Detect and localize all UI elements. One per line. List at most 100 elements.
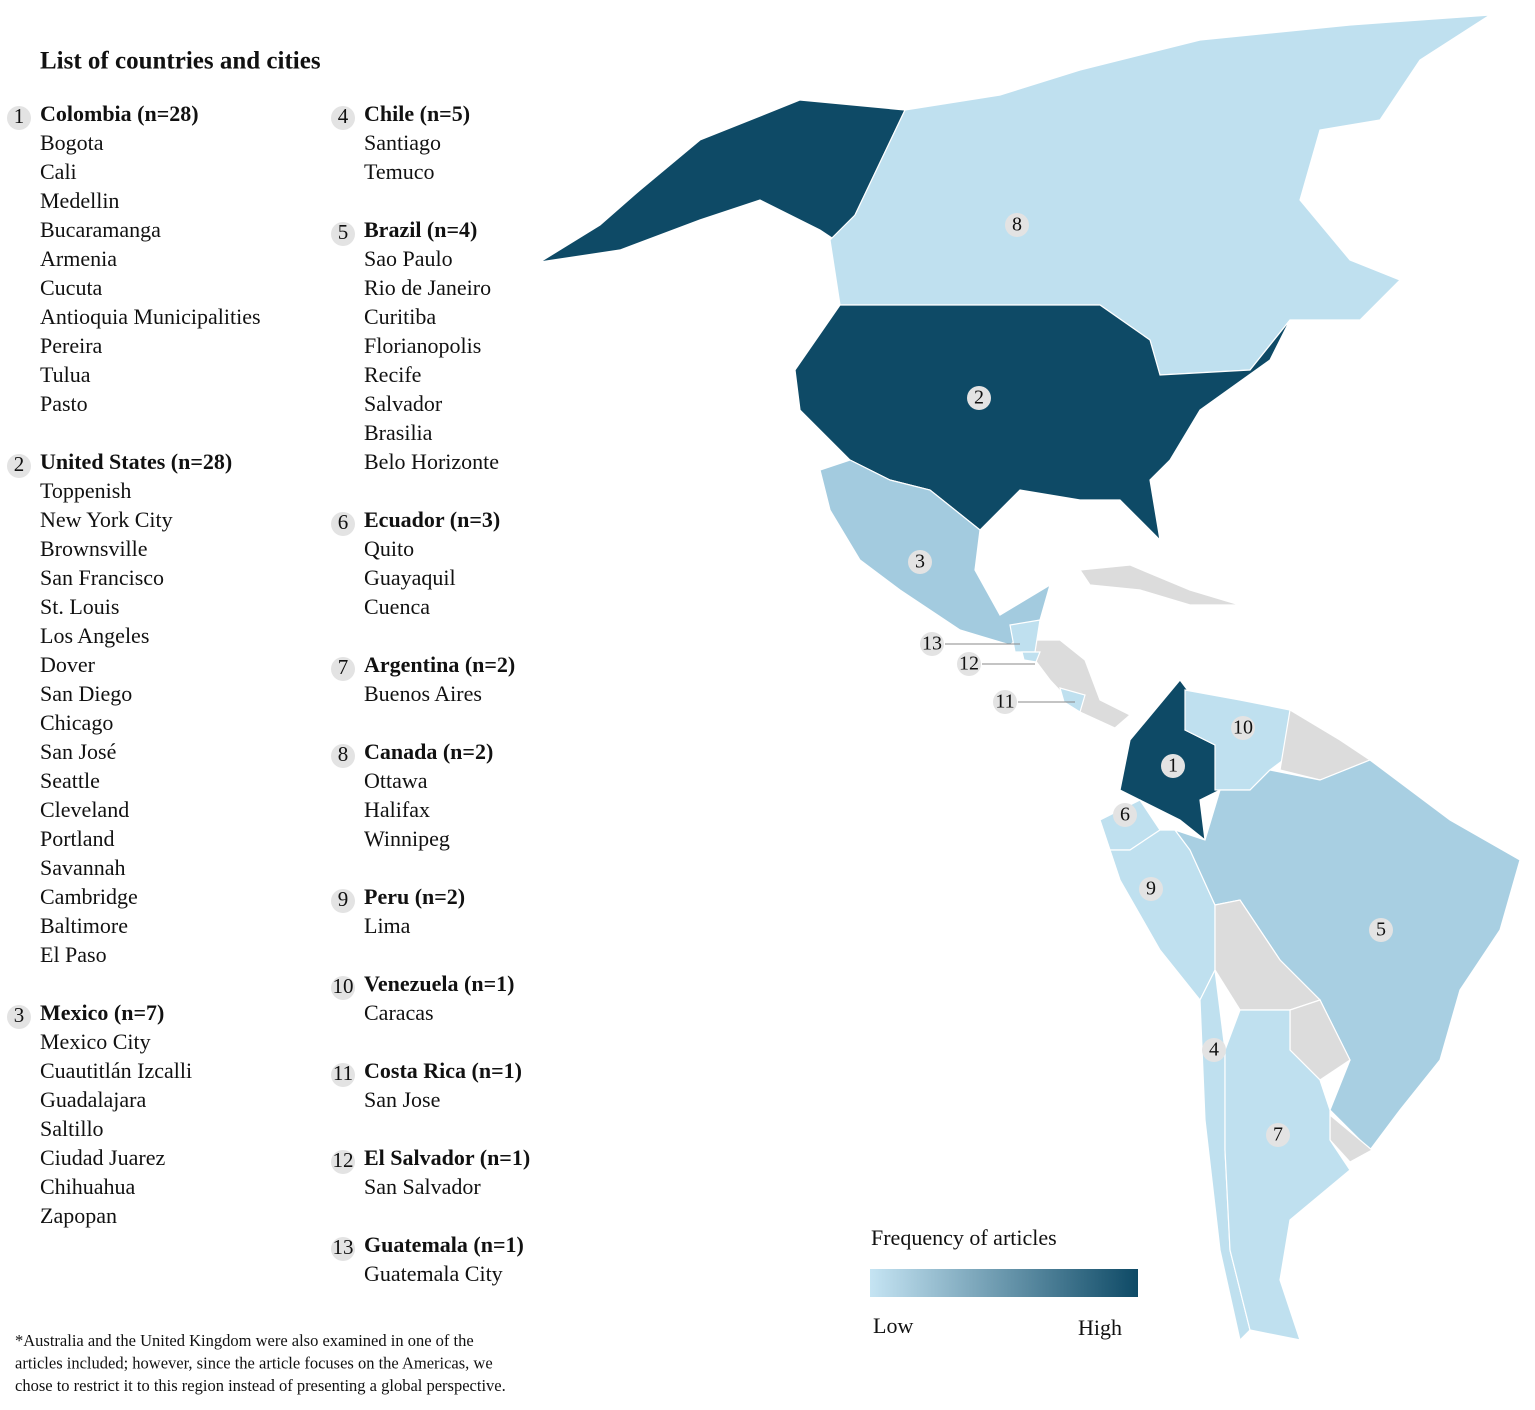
country-heading: Colombia (n=28) [40,101,199,126]
country-number: 13 [333,1235,354,1259]
city: Bucaramanga [40,217,161,242]
number-badge [7,1005,31,1029]
city: Pereira [40,333,103,358]
marker-number: 3 [915,551,925,573]
city: Ottawa [364,768,428,793]
country-number: 5 [338,220,349,244]
city: Caracas [364,1000,434,1025]
city: Guatemala City [364,1261,503,1286]
city: Mexico City [40,1029,151,1054]
marker-number: 11 [995,691,1014,713]
city: Portland [40,826,115,851]
marker-number: 1 [1168,755,1178,777]
city: Dover [40,652,96,677]
el-salvador [1021,651,1041,663]
city: Brasilia [364,420,433,445]
number-badge [331,976,355,1000]
map [539,14,1521,1342]
city: Recife [364,362,421,387]
city: Pasto [40,391,88,416]
city: Baltimore [40,913,128,938]
city: Tulua [40,362,91,387]
country-heading: Peru (n=2) [364,884,465,909]
marker-number: 7 [1273,1124,1283,1146]
country-heading: Canada (n=2) [364,739,493,764]
number-badge [331,889,355,913]
marker-badge [1202,1038,1226,1062]
city: Cleveland [40,797,129,822]
marker-number: 12 [959,653,979,675]
city: Guadalajara [40,1087,146,1112]
city: Winnipeg [364,826,450,851]
marker-badge [920,632,944,656]
city: Florianopolis [364,333,481,358]
mexico [819,459,1051,646]
country-number: 2 [14,452,25,476]
number-badge [331,222,355,246]
city: Guayaquil [364,565,456,590]
country-heading: Brazil (n=4) [364,217,477,242]
city: Brownsville [40,536,148,561]
city: Salvador [364,391,443,416]
marker-badge [1231,716,1255,740]
country-heading: Venezuela (n=1) [364,971,514,996]
title: List of countries and cities [40,48,321,75]
country-number: 4 [338,104,349,128]
city: Saltillo [40,1116,104,1141]
country-number: 12 [333,1148,354,1172]
alaska [539,99,906,263]
city: Antioquia Municipalities [40,304,261,329]
city: Lima [364,913,411,938]
city: Halifax [364,797,430,822]
city: Sao Paulo [364,246,453,271]
marker-number: 10 [1233,717,1253,739]
marker-number: 4 [1209,1039,1219,1061]
city: Santiago [364,130,441,155]
footnote: *Australia and the United Kingdom were a… [15,1331,506,1395]
marker-badge [1139,877,1163,901]
marker-badge [993,690,1017,714]
number-badge [7,454,31,478]
footnote-line: *Australia and the United Kingdom were a… [15,1331,474,1350]
city: Cali [40,159,77,184]
city: San Jose [364,1087,440,1112]
number-badge [331,106,355,130]
city: Zapopan [40,1203,117,1228]
marker-number: 8 [1012,214,1022,236]
number-badge [7,106,31,130]
country-number: 9 [338,887,349,911]
number-badge [331,512,355,536]
country-number: 1 [14,104,25,128]
country-list: 1 Colombia (n=28) Bogota Cali Medellin Bucara… [7,101,530,1286]
city: Belo Horizonte [364,449,499,474]
city: New York City [40,507,173,532]
city: Cambridge [40,884,138,909]
city: San Diego [40,681,132,706]
city: Temuco [364,159,435,184]
marker-number: 5 [1376,919,1386,941]
city: Bogota [40,130,104,155]
city: Rio de Janeiro [364,275,491,300]
marker-number: 2 [974,387,984,409]
marker-badge [1005,213,1029,237]
city: San Salvador [364,1174,481,1199]
city: Seattle [40,768,100,793]
argentina [1224,1009,1351,1341]
city: Chicago [40,710,113,735]
city: Medellin [40,188,119,213]
costa-rica [1059,687,1086,713]
city: Savannah [40,855,126,880]
city: Cucuta [40,275,103,300]
country-number: 3 [14,1003,25,1027]
country-number: 8 [338,742,349,766]
country-number: 7 [338,655,349,679]
legend-low: Low [873,1313,913,1338]
city: Quito [364,536,414,561]
city: San Francisco [40,565,164,590]
legend-high: High [1078,1315,1122,1340]
region-grey [1078,564,1241,606]
city: Buenos Aires [364,681,482,706]
city: St. Louis [40,594,119,619]
